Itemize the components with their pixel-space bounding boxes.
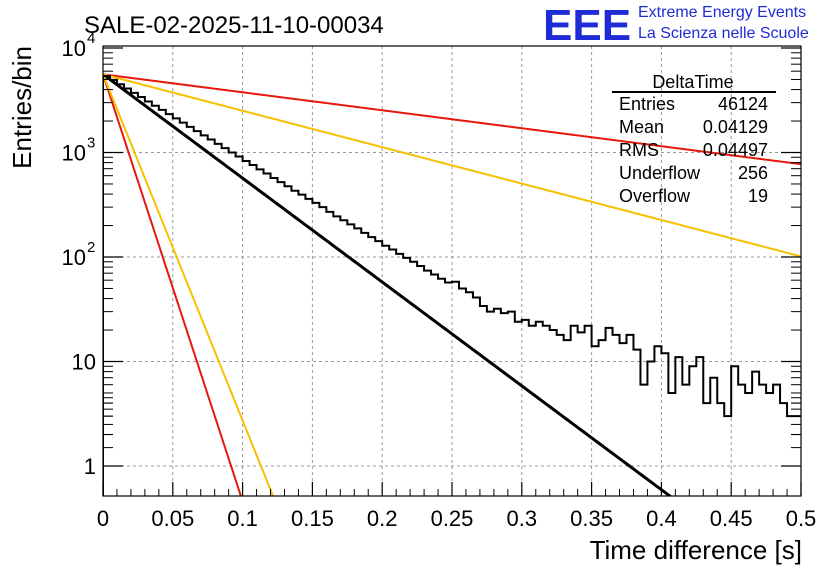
x-tick-label: 0.1 [227, 506, 258, 531]
chart-title: SALE-02-2025-11-10-00034 [84, 12, 384, 39]
stats-box: DeltaTime Entries 46124 Mean 0.04129 RMS… [612, 72, 776, 206]
fit-curves [103, 73, 801, 496]
fit-curve-upper-slow [103, 73, 801, 166]
stats-label-rms: RMS [619, 140, 659, 160]
y-tick-exponent: 2 [87, 239, 95, 256]
stats-value-overflow: 19 [748, 186, 768, 206]
stats-label-overflow: Overflow [619, 186, 691, 206]
stats-value-entries: 46124 [718, 94, 768, 114]
stats-label-entries: Entries [619, 94, 675, 114]
x-tick-label: 0.4 [646, 506, 677, 531]
x-tick-label: 0.35 [570, 506, 613, 531]
y-tick-label: 10 [72, 350, 96, 375]
fit-curve-fast-2 [103, 73, 275, 496]
grid [103, 46, 801, 496]
logo-line-2: La Scienza nelle Scuole [638, 25, 809, 42]
y-tick-label: 10 [62, 36, 86, 61]
y-tick-label: 10 [62, 245, 86, 270]
stats-label-mean: Mean [619, 117, 664, 137]
logo-line-1: Extreme Energy Events [638, 4, 806, 21]
stats-label-underflow: Underflow [619, 163, 701, 183]
fit-curve-mid-slow [103, 73, 801, 258]
x-tick-label: 0.15 [291, 506, 334, 531]
stats-title: DeltaTime [652, 72, 733, 92]
y-tick-label: 1 [84, 454, 96, 479]
histogram-outline [103, 74, 801, 496]
axis-ticks [102, 47, 802, 496]
stats-value-rms: 0.04497 [703, 140, 768, 160]
fit-curve-exp-fit [103, 73, 673, 496]
y-tick-label: 10 [62, 141, 86, 166]
x-tick-label: 0.45 [710, 506, 753, 531]
x-axis-label: Time difference [s] [590, 535, 802, 565]
x-tick-labels: 0 0.05 0.1 0.15 0.2 0.25 0.3 0.35 0.4 0.45 0.5 [97, 506, 816, 531]
eee-logo: EEE Extreme Energy Events La Scienza nel… [543, 1, 809, 50]
histogram [103, 74, 801, 496]
stats-value-underflow: 256 [738, 163, 768, 183]
x-tick-label: 0.5 [786, 506, 817, 531]
x-tick-label: 0.05 [151, 506, 194, 531]
x-tick-label: 0.3 [507, 506, 538, 531]
logo-mark: EEE [543, 1, 631, 50]
x-tick-label: 0 [97, 506, 109, 531]
x-tick-label: 0.25 [431, 506, 474, 531]
stats-value-mean: 0.04129 [703, 117, 768, 137]
y-tick-exponent: 3 [87, 135, 95, 152]
fit-curve-fast-1 [103, 73, 242, 496]
y-tick-exponent: 4 [87, 30, 95, 47]
x-tick-label: 0.2 [367, 506, 398, 531]
y-axis-label: Entries/bin [7, 46, 37, 169]
